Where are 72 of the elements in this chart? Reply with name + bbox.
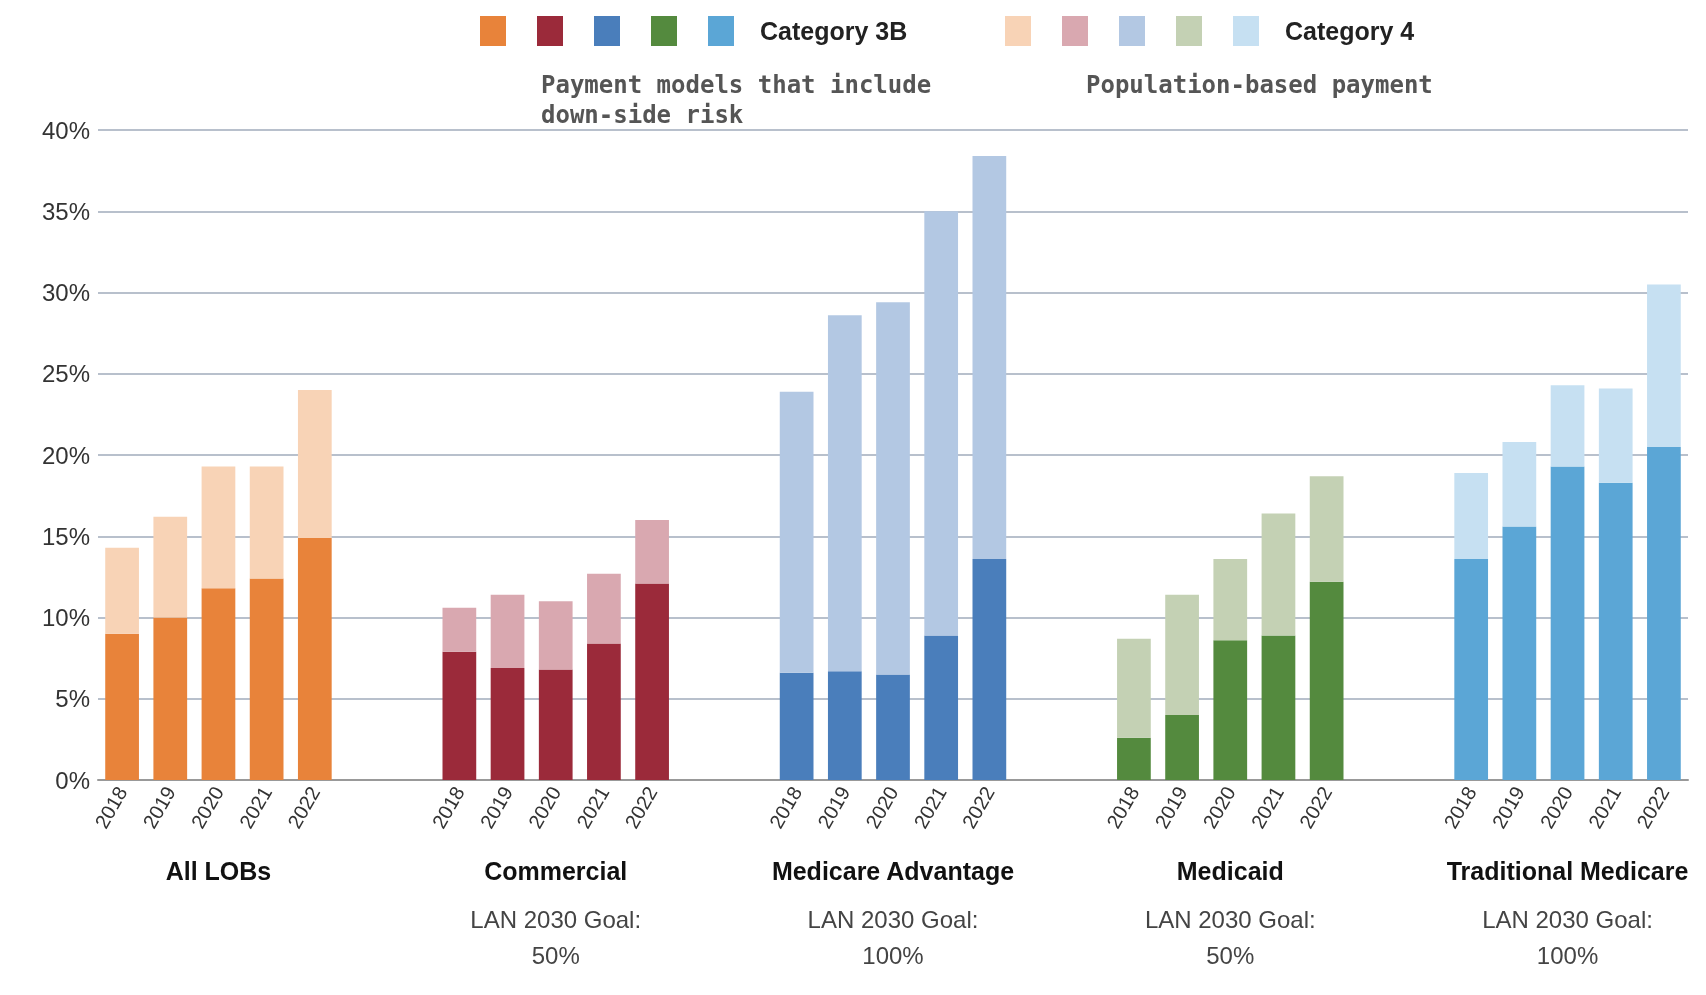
text: Population-based payment bbox=[1086, 71, 1433, 99]
bar bbox=[1598, 388, 1633, 483]
bar bbox=[972, 156, 1007, 559]
bar bbox=[635, 520, 669, 584]
bar bbox=[297, 390, 332, 538]
y-tick-label: 0% bbox=[55, 766, 90, 794]
bar bbox=[635, 583, 669, 780]
bar bbox=[1261, 513, 1296, 636]
bar bbox=[1647, 446, 1681, 780]
text: Traditional Medicare bbox=[1446, 856, 1689, 885]
y-tick-label: 20% bbox=[41, 441, 90, 469]
text: Payment models that include down-side risk bbox=[541, 71, 932, 129]
bar bbox=[1309, 476, 1344, 582]
bar bbox=[1309, 581, 1344, 780]
bar bbox=[249, 578, 284, 780]
bar bbox=[201, 466, 236, 589]
bar bbox=[105, 633, 139, 780]
bar bbox=[972, 559, 1007, 780]
bar bbox=[924, 635, 959, 780]
legend-label: Category 3B bbox=[760, 16, 908, 45]
bar bbox=[490, 667, 525, 780]
bar bbox=[538, 601, 573, 670]
text: LAN 2030 Goal: 50% bbox=[1144, 905, 1316, 969]
bar bbox=[1165, 594, 1199, 715]
text: All LOBs bbox=[165, 856, 272, 885]
bar bbox=[1550, 385, 1585, 467]
y-tick-label: 25% bbox=[41, 360, 90, 388]
y-tick-label: 30% bbox=[41, 279, 90, 306]
bar bbox=[105, 547, 139, 634]
y-tick-label: 5% bbox=[55, 685, 90, 713]
bar bbox=[587, 643, 621, 780]
bar bbox=[297, 537, 332, 780]
bar bbox=[1165, 715, 1199, 780]
bar bbox=[1213, 640, 1248, 780]
bar bbox=[249, 466, 284, 579]
y-tick-label: 10% bbox=[41, 604, 90, 631]
bar bbox=[442, 607, 477, 652]
bar bbox=[1502, 442, 1537, 527]
bar bbox=[779, 391, 814, 673]
y-tick-label: 40% bbox=[41, 116, 90, 144]
bar bbox=[1454, 472, 1489, 559]
bar bbox=[153, 516, 188, 618]
text: LAN 2030 Goal: 100% bbox=[807, 905, 979, 969]
bar bbox=[827, 315, 862, 672]
text: Medicare Advantage bbox=[771, 856, 1015, 885]
bar bbox=[1213, 559, 1248, 641]
bar bbox=[153, 617, 188, 780]
bar bbox=[1454, 559, 1489, 780]
text: LAN 2030 Goal: 100% bbox=[1482, 905, 1653, 969]
bar bbox=[876, 302, 910, 675]
bar bbox=[1598, 482, 1633, 780]
text: Commercial bbox=[484, 856, 628, 885]
bar bbox=[1117, 638, 1151, 738]
y-tick-label: 35% bbox=[41, 197, 90, 225]
bar bbox=[442, 651, 477, 780]
legend-label: Category 4 bbox=[1285, 16, 1415, 45]
bar bbox=[490, 594, 525, 668]
bar bbox=[1261, 635, 1296, 780]
bar bbox=[779, 672, 814, 780]
bar bbox=[1647, 284, 1681, 447]
bar bbox=[538, 669, 573, 780]
bar bbox=[876, 674, 910, 780]
y-tick-label: 15% bbox=[41, 522, 90, 550]
bar bbox=[587, 573, 621, 644]
bar bbox=[827, 671, 862, 780]
bar bbox=[1117, 737, 1151, 780]
bar bbox=[1550, 466, 1585, 780]
text: LAN 2030 Goal: 50% bbox=[470, 905, 642, 969]
bar bbox=[924, 211, 959, 636]
bar bbox=[1502, 526, 1537, 780]
text: Medicaid bbox=[1176, 856, 1284, 885]
bar bbox=[201, 588, 236, 780]
